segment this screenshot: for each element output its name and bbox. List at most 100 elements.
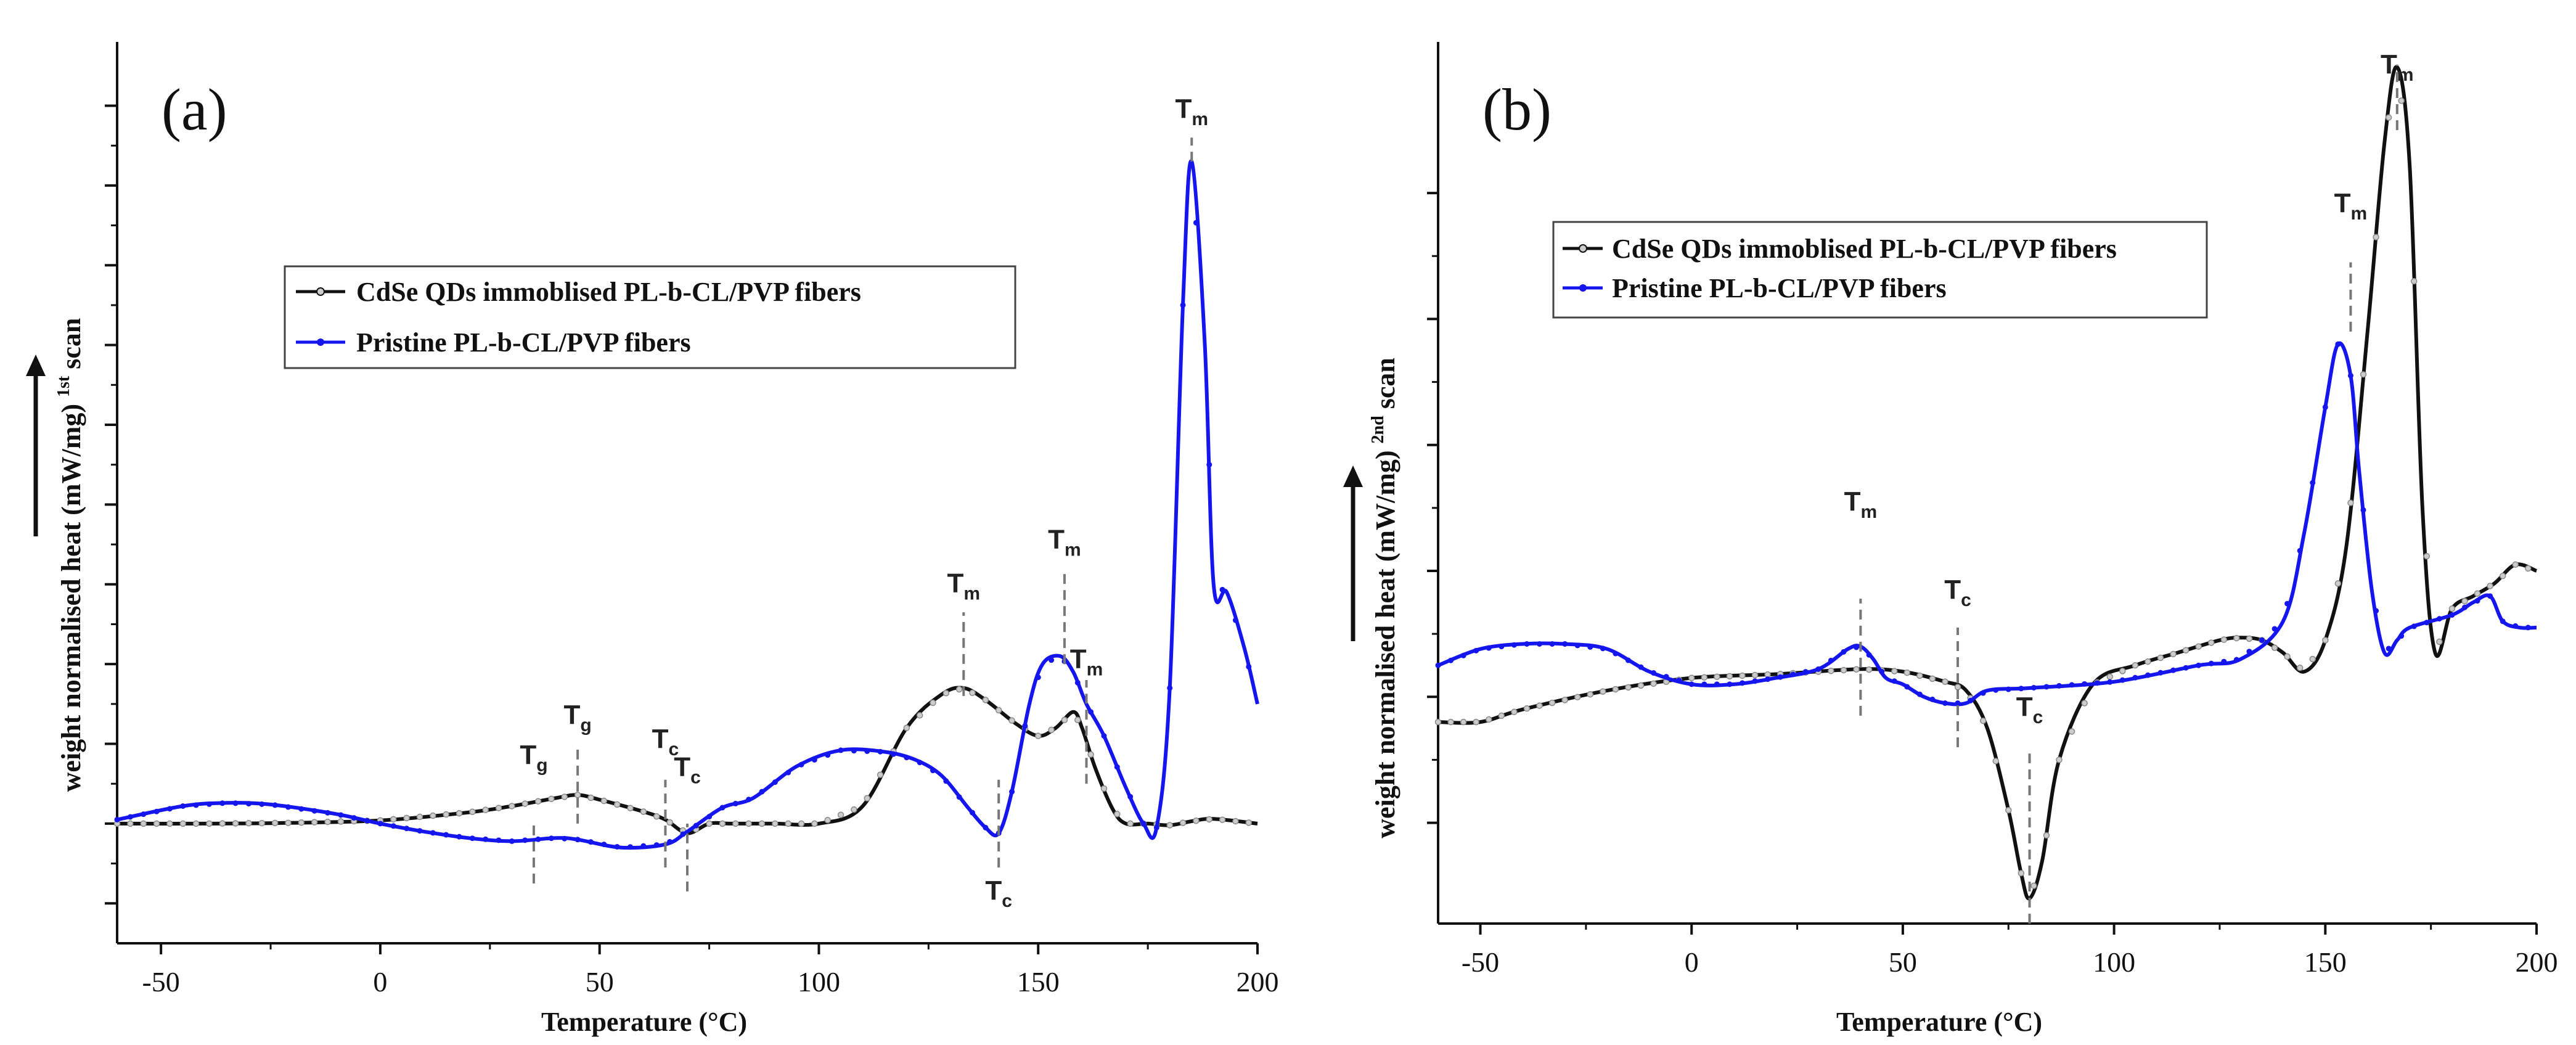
panel-b-series-1-point (1499, 644, 1505, 650)
panel-b-series-0-point (1929, 675, 1936, 682)
panel-a-series-0-point (719, 820, 726, 827)
panel-b-series-0-point (1979, 717, 1987, 724)
panel-b-series-1-point (2246, 649, 2252, 655)
panel-b-series-1-point (2335, 341, 2341, 347)
panel-a-series-1-point (640, 843, 647, 849)
panel-b-series-0-point (2296, 665, 2304, 671)
panel-b-series-0-point (2360, 371, 2367, 378)
panel-b-series-0-point (1739, 672, 1746, 679)
panel-b-series-1-point (1916, 691, 1923, 697)
panel-b-series-1-point (1879, 668, 1885, 674)
panel-a-ylabel-main: weight normalised heat (mW/mg) (56, 397, 86, 792)
panel-b-ylabel-main: weight normalised heat (mW/mg) (1370, 443, 1400, 838)
panel-b-series-1-point (2132, 674, 2138, 681)
panel-b-legend-label-1: Pristine PL-b-CL/PVP fibers (1612, 273, 1947, 303)
panel-a-annotation-label: Tm (1070, 644, 1103, 680)
panel-b-series-1-point (1511, 642, 1517, 648)
panel-a-series-1-point (114, 816, 120, 822)
panel-b-series-1-point (1435, 662, 1441, 668)
panel-a-series-1-point (141, 811, 147, 818)
panel-b-series-1-point (2170, 667, 2177, 673)
panel-a-series-0-point (534, 798, 542, 805)
panel-a-series-1-point (904, 755, 910, 761)
panel-a-series-1-markers (114, 219, 1252, 850)
panel-a-series-1-point (628, 844, 633, 850)
panel-a-series-1-point (1140, 821, 1147, 827)
panel-a-series-1-point (127, 814, 133, 820)
panel-a-series-0-markers (113, 686, 1253, 834)
panel-a-annotation-base: T (674, 752, 690, 782)
panel-a-series-1-point (404, 826, 410, 832)
panel-b-series-1-point (1866, 652, 1872, 658)
panel-b-series-1-point (1460, 652, 1466, 658)
panel-b-series-0-point (1942, 678, 1948, 686)
panel-a-series-0-point (495, 805, 502, 811)
panel-a-series-1-point (970, 809, 975, 816)
panel-b-series-1-point (2360, 507, 2366, 513)
panel-a-series-1-point (983, 824, 989, 830)
panel-a-series-0-point (166, 820, 173, 827)
panel-b-series-0-point (2410, 277, 2418, 285)
panel-a-annotation-sub: c (690, 767, 701, 787)
panel-b-legend-marker-1 (1579, 284, 1587, 292)
panel-b-series-1-point (2259, 637, 2265, 643)
panel-a-series-0-point (732, 820, 739, 827)
panel-a-series-0-point (469, 808, 476, 816)
panel-b-series-1-point (1980, 690, 1986, 696)
panel-b-legend-marker-0 (1579, 244, 1587, 253)
panel-a-series-0-point (600, 797, 608, 805)
panel-a-series-0-point (311, 819, 318, 826)
panel-b-series-1-point (2310, 480, 2316, 486)
panel-b-series-1-point (1574, 642, 1580, 649)
panel-b-label: (b) (1482, 76, 1552, 142)
panel-a-series-0-point (942, 690, 950, 697)
panel-a-series-1-point (930, 768, 936, 774)
panel-a-series-1-point (206, 801, 212, 807)
panel-b-series-1-point (1828, 657, 1834, 663)
panel-a-series-0-point (706, 820, 713, 827)
panel-a-annotation-sub: m (1192, 109, 1208, 129)
panel-b-x-tick-label: 50 (1889, 946, 1917, 978)
panel-b-series-0-point (2474, 590, 2481, 597)
panel-b-series-1-point (1955, 700, 1961, 706)
panel-b-ylabel-end: scan (1370, 358, 1400, 416)
panel-b-series-1-point (1854, 644, 1860, 650)
panel-a-series-0-point (1245, 819, 1253, 826)
panel-b-annotation-base: T (2381, 49, 2397, 80)
panel-a-series-1-point (377, 821, 383, 827)
panel-a-series-0-point (456, 809, 463, 817)
panel-b-series-0-point (1612, 686, 1619, 693)
panel-b-series-0-point (2056, 756, 2063, 763)
panel-b-series-1-point (2474, 598, 2480, 604)
panel-a-series-1-point (535, 836, 541, 842)
panel-b-series-1-point (1536, 641, 1542, 647)
panel-b-series-1-point (1676, 678, 1682, 684)
panel-b-series-0-point (1726, 673, 1733, 680)
panel-b-series-1-point (1739, 680, 1745, 686)
panel-a-series-0-point (509, 803, 515, 809)
panel-b-series-1-point (1727, 681, 1733, 687)
panel-a-series-1-point (390, 823, 396, 829)
panel-a-series-1-point (1127, 793, 1134, 800)
panel-a-series-1-point (890, 751, 896, 757)
panel-b-series-1-point (2487, 593, 2493, 599)
panel-b-series-1-point (2145, 672, 2151, 678)
panel-b-series-1-point (2373, 608, 2379, 614)
panel-a-series-0-point (324, 818, 331, 826)
panel-a-series-1-point (469, 835, 475, 842)
panel-a-label: (a) (162, 76, 227, 142)
panel-b-series-1-point (1473, 647, 1479, 654)
panel-b-annotation-base: T (1844, 486, 1861, 517)
panel-a-legend-marker-1 (317, 338, 324, 346)
panel-a-series-1-point (680, 831, 686, 837)
panel-b-series-0-point (2157, 654, 2164, 662)
panel-a-annotation-base: T (1048, 525, 1065, 555)
panel-a-series-1-point (219, 800, 226, 806)
panel-b-series-0-point (2284, 653, 2291, 660)
panel-a-series-0-point (285, 819, 292, 826)
panel-a-series-0-point (574, 792, 581, 798)
panel-a-series-1-point (364, 818, 370, 824)
panel-a-series-0-point (982, 697, 989, 703)
